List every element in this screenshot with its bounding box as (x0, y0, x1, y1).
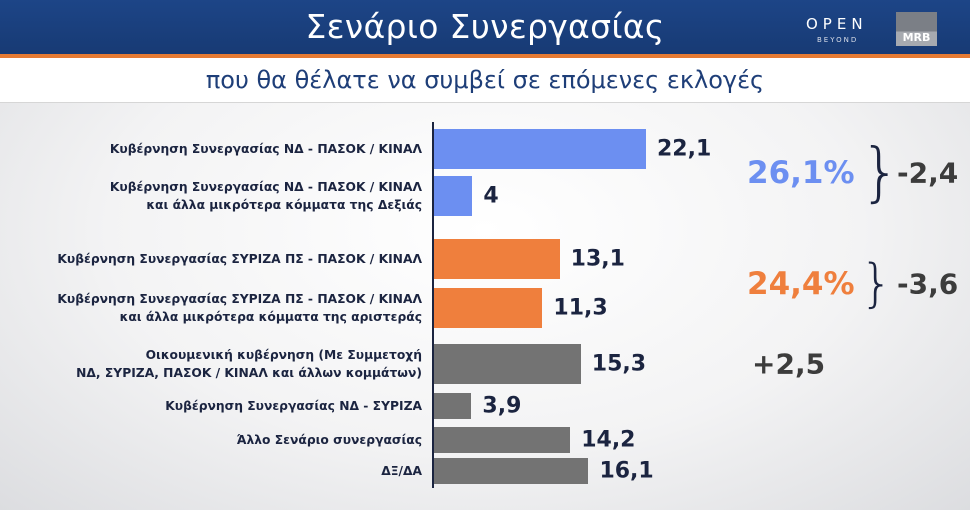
data-label: 11,3 (553, 295, 608, 321)
mrb-logo: MRB (896, 12, 937, 46)
group-change: -2,4 (897, 156, 959, 189)
data-label: 15,3 (591, 351, 647, 377)
bar (434, 427, 571, 453)
category-label: Κυβέρνηση Συνεργασίας ΣΥΡΙΖΑ ΠΣ - ΠΑΣΟΚ … (57, 252, 422, 266)
header-bar: Σενάριο Συνεργασίας OPEN BEYOND MRB (0, 0, 970, 58)
open-logo: OPEN (806, 15, 868, 33)
group-change: +2,5 (752, 347, 826, 381)
group-brace: } (860, 135, 901, 210)
category-label: Κυβέρνηση Συνεργασίας ΝΔ - ΣΥΡΙΖΑ (165, 399, 422, 413)
category-label: Κυβέρνηση Συνεργασίας ΝΔ - ΠΑΣΟΚ / ΚΙΝΑΛ… (109, 180, 422, 212)
category-label: Οικουμενική κυβέρνηση (Με Συμμετοχή ΝΔ, Σ… (76, 348, 422, 380)
data-label: 22,1 (657, 136, 712, 162)
bar (434, 458, 589, 484)
data-label: 13,1 (570, 246, 625, 272)
data-label: 14,2 (581, 427, 636, 453)
open-beyond-logo-text: BEYOND (817, 36, 859, 44)
data-label: 3,9 (482, 393, 522, 419)
data-label: 16,1 (599, 458, 654, 484)
category-label: ΔΞ/ΔΑ (381, 464, 422, 478)
chart-subtitle: που θα θέλατε να συμβεί σε επόμενες εκλο… (205, 66, 765, 94)
category-label: Κυβέρνηση Συνεργασίας ΝΔ - ΠΑΣΟΚ / ΚΙΝΑΛ (109, 142, 422, 156)
category-label: Άλλο Σενάριο συνεργασίας (236, 433, 422, 447)
subtitle-bar: που θα θέλατε να συμβεί σε επόμενες εκλο… (0, 58, 970, 103)
chart-axis (432, 122, 434, 488)
bar (434, 176, 473, 216)
bar (434, 129, 646, 169)
bar (434, 288, 543, 328)
group-total: 24,4% (747, 265, 855, 302)
bar (434, 344, 581, 384)
group-change: -3,6 (897, 267, 959, 300)
data-label: 4 (483, 183, 499, 209)
bar (434, 393, 472, 419)
page-title: Σενάριο Συνεργασίας (305, 7, 665, 46)
group-brace: } (860, 253, 894, 314)
bar (434, 239, 560, 279)
group-total: 26,1% (747, 154, 855, 191)
category-label: Κυβέρνηση Συνεργασίας ΣΥΡΙΖΑ ΠΣ - ΠΑΣΟΚ … (57, 292, 422, 324)
